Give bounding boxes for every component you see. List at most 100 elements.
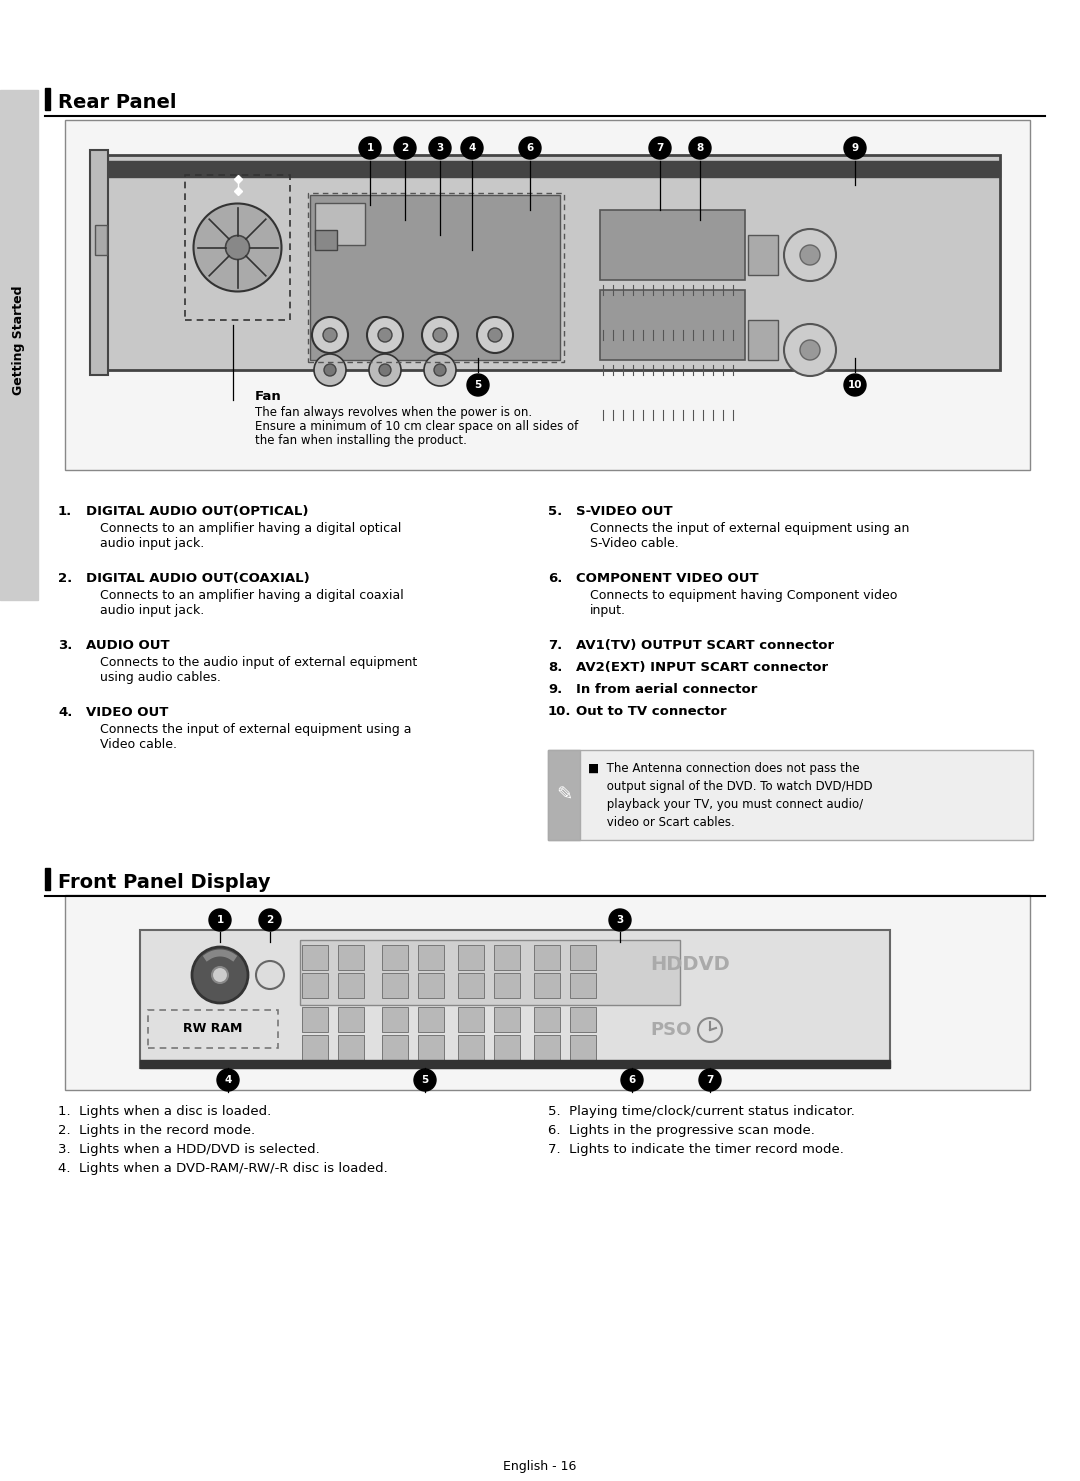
Circle shape	[369, 354, 401, 387]
Text: 8.: 8.	[548, 661, 563, 674]
Text: VIDEO OUT: VIDEO OUT	[86, 706, 168, 718]
Bar	[458, 1007, 484, 1032]
Text: 2.  Lights in the record mode.: 2. Lights in the record mode.	[58, 1124, 255, 1137]
Bar	[300, 940, 680, 1006]
Text: RW RAM: RW RAM	[184, 1022, 243, 1035]
Bar	[65, 895, 1030, 1090]
Bar	[570, 1035, 596, 1060]
Text: 2: 2	[267, 915, 273, 926]
Bar	[302, 1007, 328, 1032]
Circle shape	[217, 1069, 239, 1091]
Bar	[338, 1035, 364, 1060]
Bar	[494, 1007, 519, 1032]
Bar	[494, 945, 519, 970]
Circle shape	[414, 1069, 436, 1091]
Circle shape	[367, 317, 403, 352]
Bar	[100, 156, 1000, 370]
Circle shape	[434, 364, 446, 376]
Text: 6.: 6.	[548, 572, 563, 585]
Circle shape	[210, 909, 231, 932]
Text: AV1(TV) OUTPUT SCART connector: AV1(TV) OUTPUT SCART connector	[576, 638, 834, 652]
Text: 7: 7	[657, 144, 664, 153]
Text: Connects to equipment having Component video: Connects to equipment having Component v…	[590, 589, 897, 601]
Circle shape	[488, 327, 502, 342]
Text: Getting Started: Getting Started	[13, 286, 26, 395]
Bar	[382, 945, 408, 970]
Text: 9.: 9.	[548, 683, 563, 696]
Circle shape	[359, 138, 381, 158]
Circle shape	[193, 203, 282, 292]
Bar	[315, 230, 337, 250]
Text: 6: 6	[526, 144, 534, 153]
Bar	[418, 973, 444, 998]
Bar	[315, 203, 365, 244]
Text: 2: 2	[402, 144, 408, 153]
Circle shape	[477, 317, 513, 352]
Bar	[494, 973, 519, 998]
Bar	[534, 945, 561, 970]
Text: ■  The Antenna connection does not pass the: ■ The Antenna connection does not pass t…	[588, 763, 860, 775]
Bar	[418, 945, 444, 970]
Circle shape	[256, 961, 284, 989]
Bar	[95, 225, 107, 255]
Text: AV2(EXT) INPUT SCART connector: AV2(EXT) INPUT SCART connector	[576, 661, 828, 674]
Text: AUDIO OUT: AUDIO OUT	[86, 638, 170, 652]
Bar	[45, 87, 50, 110]
Circle shape	[379, 364, 391, 376]
Bar	[534, 1035, 561, 1060]
Text: Out to TV connector: Out to TV connector	[576, 705, 727, 718]
Bar	[90, 150, 108, 375]
Circle shape	[467, 375, 489, 395]
Text: audio input jack.: audio input jack.	[100, 538, 204, 549]
Text: 6.  Lights in the progressive scan mode.: 6. Lights in the progressive scan mode.	[548, 1124, 815, 1137]
Bar	[570, 945, 596, 970]
Text: video or Scart cables.: video or Scart cables.	[588, 816, 734, 829]
Text: 3.  Lights when a HDD/DVD is selected.: 3. Lights when a HDD/DVD is selected.	[58, 1143, 320, 1157]
Text: COMPONENT VIDEO OUT: COMPONENT VIDEO OUT	[576, 572, 758, 585]
Bar	[185, 175, 291, 320]
Text: 1.  Lights when a disc is loaded.: 1. Lights when a disc is loaded.	[58, 1105, 271, 1118]
Bar	[140, 1060, 890, 1068]
Circle shape	[312, 317, 348, 352]
Text: Front Panel Display: Front Panel Display	[58, 872, 270, 892]
Circle shape	[226, 235, 249, 259]
Bar	[338, 973, 364, 998]
Text: using audio cables.: using audio cables.	[100, 671, 221, 684]
Bar	[570, 1007, 596, 1032]
Bar	[65, 120, 1030, 469]
Circle shape	[212, 967, 228, 983]
Circle shape	[689, 138, 711, 158]
Text: ✎: ✎	[556, 785, 572, 804]
Text: 10.: 10.	[548, 705, 571, 718]
Text: the fan when installing the product.: the fan when installing the product.	[255, 434, 467, 447]
Text: 2.: 2.	[58, 572, 72, 585]
Circle shape	[843, 375, 866, 395]
Bar	[570, 973, 596, 998]
Bar	[458, 1035, 484, 1060]
Text: Ensure a minimum of 10 cm clear space on all sides of: Ensure a minimum of 10 cm clear space on…	[255, 421, 578, 432]
Circle shape	[784, 324, 836, 376]
Bar	[418, 1007, 444, 1032]
Circle shape	[422, 317, 458, 352]
Circle shape	[649, 138, 671, 158]
Text: 1: 1	[216, 915, 224, 926]
Circle shape	[323, 327, 337, 342]
Text: 5: 5	[421, 1075, 429, 1086]
Text: Connects to an amplifier having a digital optical: Connects to an amplifier having a digita…	[100, 521, 402, 535]
Bar	[382, 1035, 408, 1060]
Bar	[140, 930, 890, 1068]
Text: Connects to the audio input of external equipment: Connects to the audio input of external …	[100, 656, 417, 669]
Text: S-VIDEO OUT: S-VIDEO OUT	[576, 505, 673, 518]
Text: 10: 10	[848, 381, 862, 390]
Bar	[338, 1007, 364, 1032]
Bar	[302, 945, 328, 970]
Circle shape	[324, 364, 336, 376]
Text: HDDVD: HDDVD	[650, 955, 730, 974]
Text: 3: 3	[617, 915, 623, 926]
Text: 6: 6	[629, 1075, 636, 1086]
Text: 4: 4	[469, 144, 475, 153]
Text: output signal of the DVD. To watch DVD/HDD: output signal of the DVD. To watch DVD/H…	[588, 780, 873, 792]
Text: The fan always revolves when the power is on.: The fan always revolves when the power i…	[255, 406, 532, 419]
Circle shape	[394, 138, 416, 158]
Circle shape	[800, 341, 820, 360]
